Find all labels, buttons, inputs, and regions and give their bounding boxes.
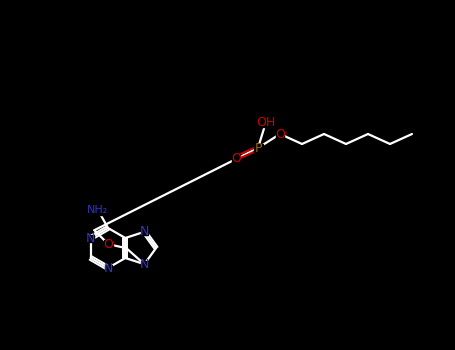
FancyBboxPatch shape xyxy=(258,118,274,126)
FancyBboxPatch shape xyxy=(232,154,240,162)
FancyBboxPatch shape xyxy=(88,205,108,215)
FancyBboxPatch shape xyxy=(276,130,284,139)
FancyBboxPatch shape xyxy=(87,234,94,241)
Text: N: N xyxy=(140,258,149,271)
Text: N: N xyxy=(140,225,149,238)
Text: NH₂: NH₂ xyxy=(87,205,109,215)
FancyBboxPatch shape xyxy=(104,240,113,249)
Text: O: O xyxy=(275,127,285,140)
Text: OH: OH xyxy=(256,116,276,128)
Text: N: N xyxy=(86,231,96,245)
Text: O: O xyxy=(103,238,113,251)
FancyBboxPatch shape xyxy=(141,228,148,235)
FancyBboxPatch shape xyxy=(141,261,148,268)
Text: N: N xyxy=(103,261,113,274)
Text: O: O xyxy=(231,152,241,164)
FancyBboxPatch shape xyxy=(253,144,263,153)
FancyBboxPatch shape xyxy=(105,265,111,272)
Text: P: P xyxy=(254,141,262,154)
